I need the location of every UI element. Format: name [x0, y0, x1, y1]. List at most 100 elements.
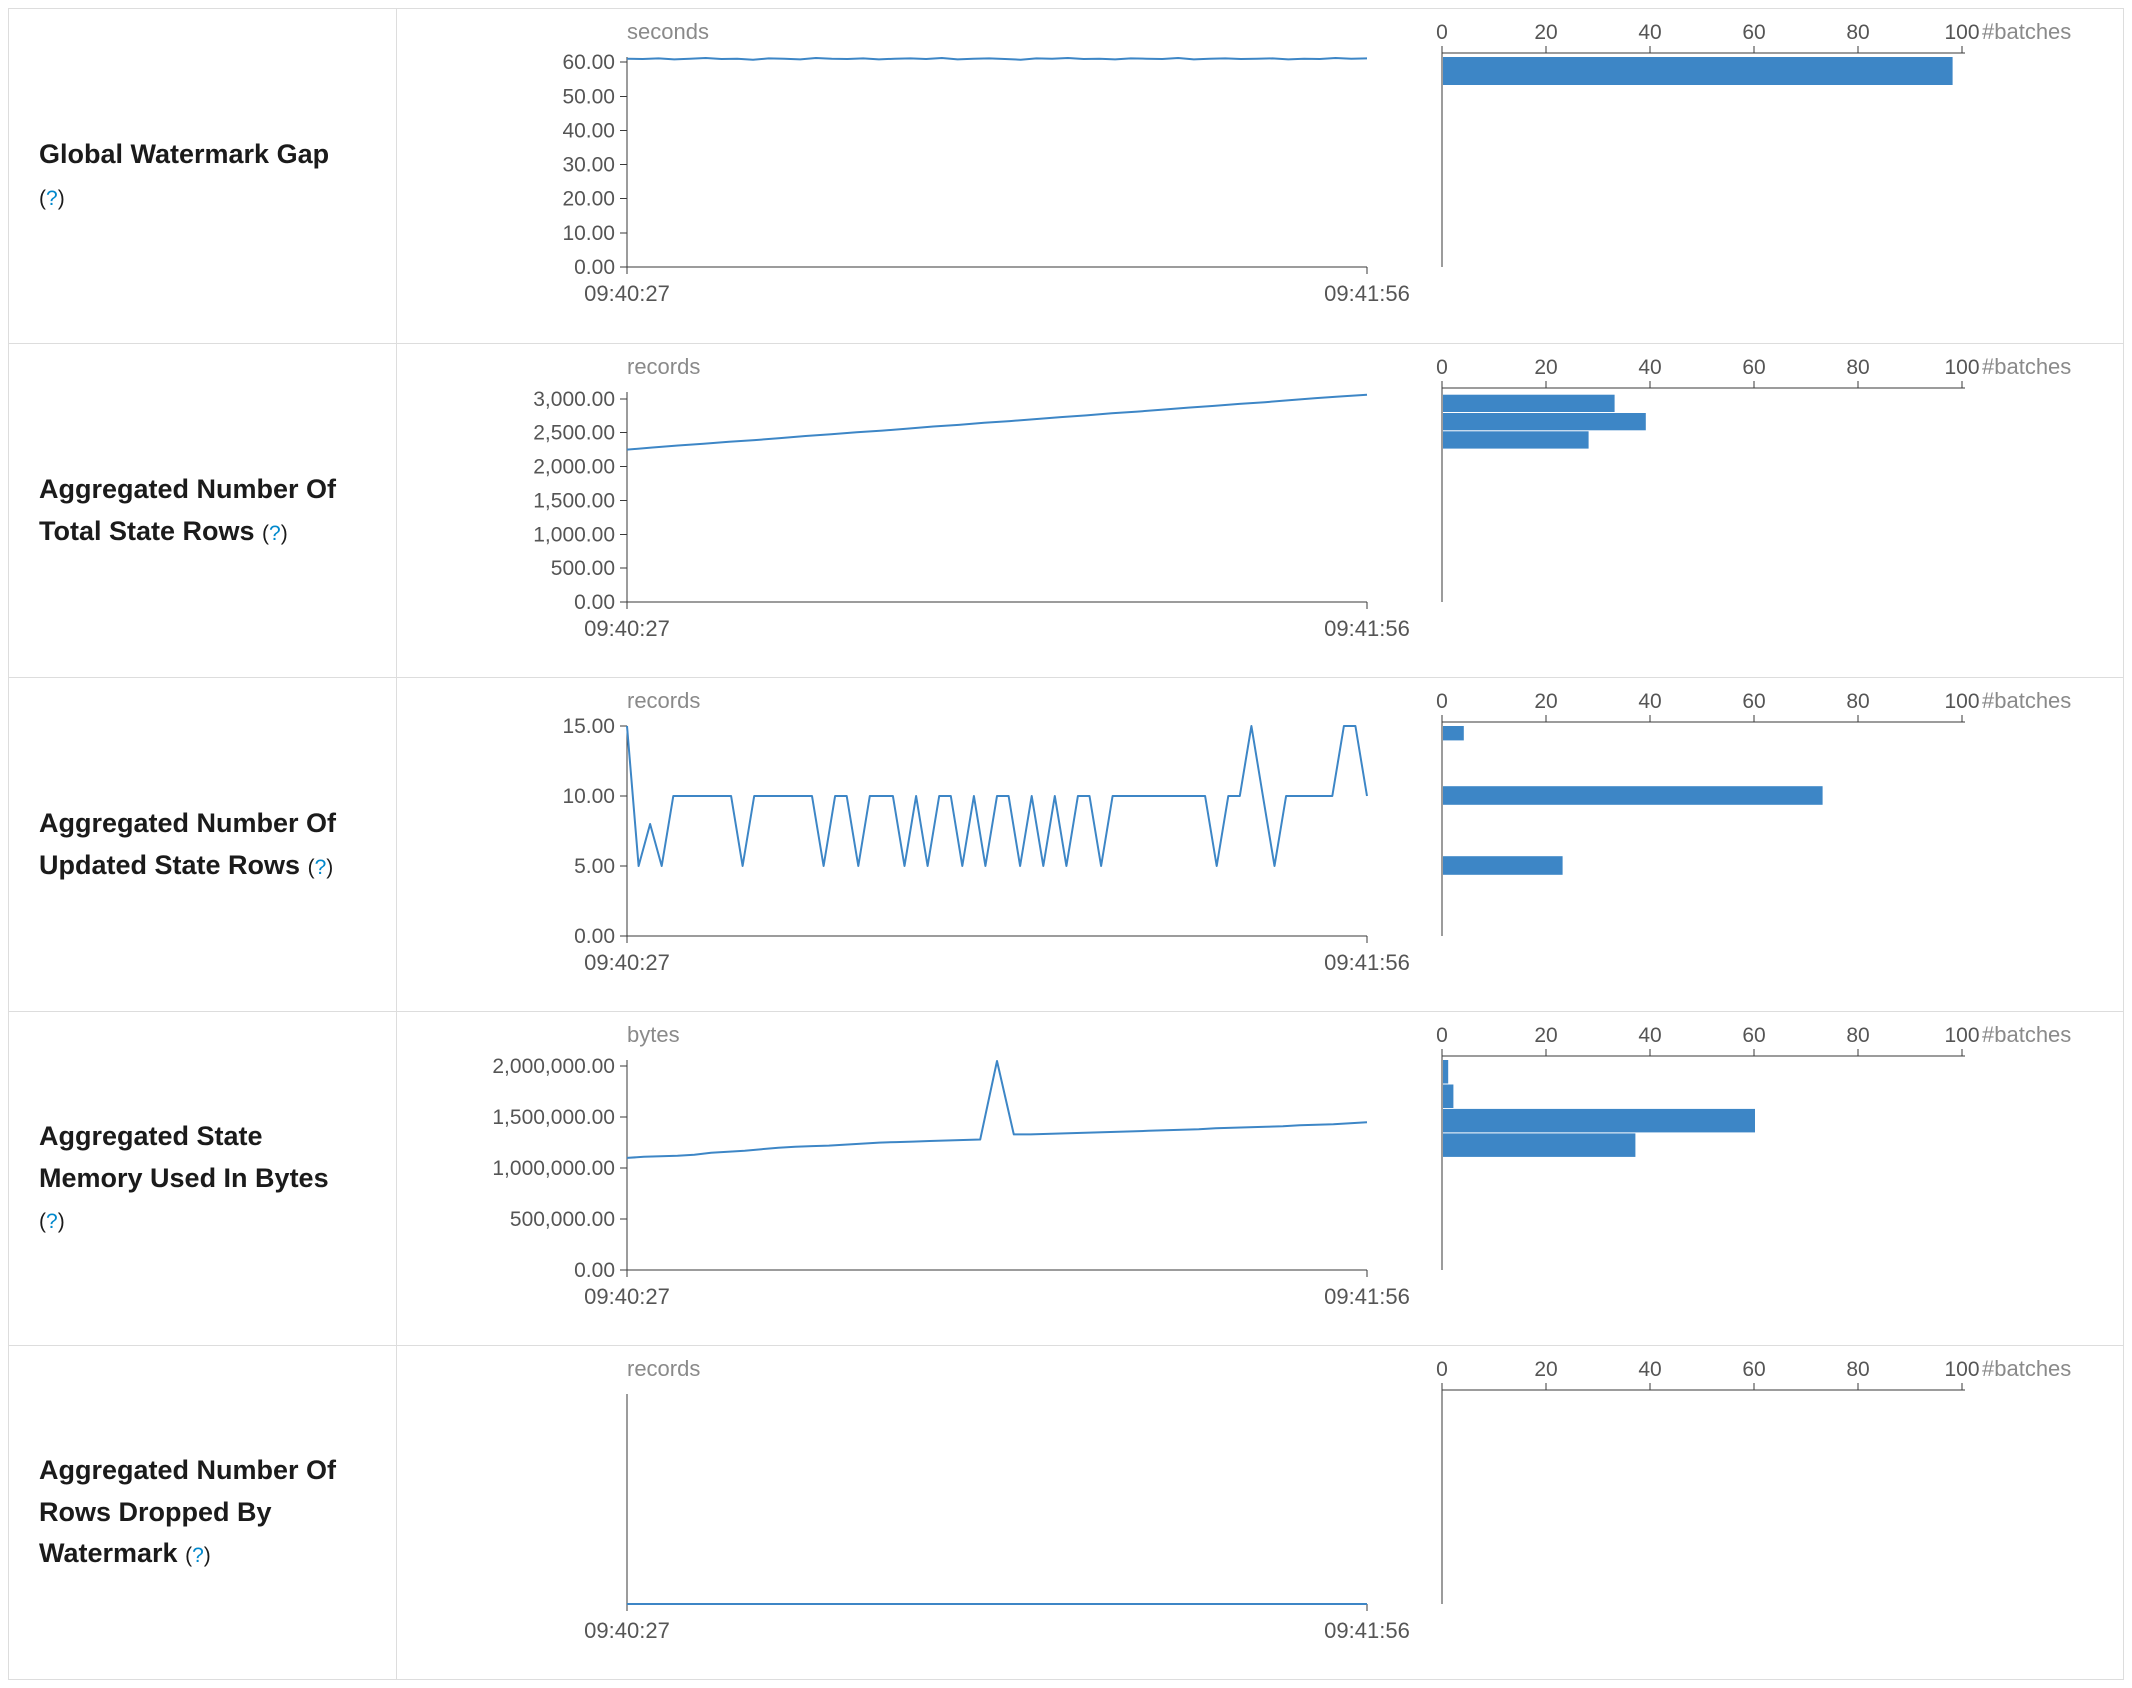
- batches-tick-label: 100: [1944, 1358, 1979, 1381]
- batches-tick-label: 40: [1638, 21, 1661, 44]
- histogram-chart-svg: 0 20 40 60 80 100 #batches: [1436, 1356, 2071, 1604]
- batches-tick-label: 40: [1638, 690, 1661, 713]
- time-end-label: 09:41:56: [1324, 1284, 1409, 1309]
- unit-label: records: [627, 1356, 700, 1381]
- batches-tick-label: 20: [1534, 1024, 1557, 1047]
- metric-row: Aggregated Number Of Updated State Rows …: [9, 677, 2123, 1011]
- metric-label: Aggregated Number Of Rows Dropped By Wat…: [39, 1454, 337, 1569]
- timeline-chart-svg: records 0.00 500.00 1,000.00 1,500.00 2,000.0…: [533, 354, 1409, 641]
- y-tick-label: 3,000.00: [533, 388, 615, 411]
- batches-axis-label: #batches: [1982, 1022, 2071, 1047]
- y-tick-label: 1,000.00: [533, 523, 615, 546]
- metric-label: Aggregated Number Of Total State Rows: [39, 473, 337, 546]
- help-question-icon[interactable]: ?: [269, 521, 281, 545]
- y-tick-label: 1,500,000.00: [492, 1106, 615, 1129]
- help-tooltip-trigger[interactable]: (?): [39, 1210, 65, 1233]
- histogram-chart-cell: 0 20 40 60 80 100 #batches: [1409, 678, 2123, 1011]
- metric-label: Aggregated Number Of Updated State Rows: [39, 807, 337, 880]
- metric-name-cell: Aggregated State Memory Used In Bytes (?…: [9, 1012, 397, 1345]
- histogram-chart-cell: 0 20 40 60 80 100 #batches: [1409, 1012, 2123, 1345]
- y-tick-label: 40.00: [562, 119, 615, 142]
- histogram-bar: [1443, 856, 1563, 875]
- time-start-label: 09:40:27: [584, 1284, 670, 1309]
- help-paren-open: (: [262, 521, 270, 545]
- histogram-chart-cell: 0 20 40 60 80 100 #batches: [1409, 9, 2123, 343]
- histogram-bar: [1443, 1133, 1636, 1157]
- timeline-line: [626, 725, 1368, 867]
- histogram-chart-svg: 0 20 40 60 80 100 #batches: [1436, 688, 2071, 936]
- histogram-bar: [1443, 394, 1615, 412]
- y-tick-label: 2,000,000.00: [492, 1055, 615, 1078]
- timeline-chart-svg: records 0.00 5.00 10.00 15.00 09:40:27 09:41:5…: [562, 688, 1409, 975]
- metric-row: Aggregated Number Of Total State Rows (?…: [9, 343, 2123, 677]
- y-tick-label: 0.00: [574, 925, 615, 948]
- y-tick-label: 0.00: [574, 1259, 615, 1282]
- help-paren-close: ): [57, 187, 65, 210]
- batches-tick-label: 60: [1742, 1358, 1765, 1381]
- histogram-chart-svg: 0 20 40 60 80 100 #batches: [1436, 19, 2071, 267]
- time-end-label: 09:41:56: [1324, 616, 1409, 641]
- metric-label: Aggregated State Memory Used In Bytes: [39, 1120, 329, 1193]
- batches-tick-label: 40: [1638, 356, 1661, 379]
- batches-tick-label: 40: [1638, 1358, 1661, 1381]
- timeline-chart-cell: records 0.00 500.00 1,000.00 1,500.00 2,000.0…: [397, 344, 1409, 677]
- timeline-line: [626, 393, 1368, 451]
- time-start-label: 09:40:27: [584, 281, 670, 306]
- metric-name-cell: Aggregated Number Of Total State Rows (?…: [9, 344, 397, 677]
- batches-tick-label: 0: [1436, 690, 1448, 713]
- batches-tick-label: 60: [1742, 1024, 1765, 1047]
- help-paren-close: ): [203, 1544, 211, 1568]
- batches-axis-label: #batches: [1982, 688, 2071, 713]
- help-tooltip-trigger[interactable]: (?): [308, 856, 334, 879]
- batches-axis-label: #batches: [1982, 354, 2071, 379]
- help-paren-open: (: [307, 855, 315, 879]
- timeline-chart-svg: seconds 0.00 10.00 20.00 30.00 40.00 50.00 60.0…: [562, 19, 1409, 306]
- help-paren-open: (: [185, 1544, 193, 1568]
- batches-tick-label: 0: [1436, 21, 1448, 44]
- y-tick-label: 5.00: [574, 855, 615, 878]
- metric-name: Aggregated Number Of Rows Dropped By Wat…: [39, 1450, 341, 1576]
- histogram-chart-cell: 0 20 40 60 80 100 #batches: [1409, 1346, 2123, 1679]
- batches-tick-label: 20: [1534, 356, 1557, 379]
- y-tick-label: 500,000.00: [510, 1208, 615, 1231]
- help-tooltip-trigger[interactable]: (?): [262, 522, 288, 545]
- batches-tick-label: 100: [1944, 21, 1979, 44]
- y-tick-label: 0.00: [574, 256, 615, 279]
- batches-tick-label: 100: [1944, 1024, 1979, 1047]
- y-tick-label: 20.00: [562, 188, 615, 211]
- metric-row: Aggregated Number Of Rows Dropped By Wat…: [9, 1345, 2123, 1679]
- batches-axis-label: #batches: [1982, 19, 2071, 44]
- batches-tick-label: 60: [1742, 21, 1765, 44]
- batches-tick-label: 100: [1944, 356, 1979, 379]
- batches-tick-label: 80: [1846, 690, 1869, 713]
- batches-tick-label: 20: [1534, 1358, 1557, 1381]
- unit-label: records: [627, 688, 700, 713]
- histogram-chart-svg: 0 20 40 60 80 100 #batches: [1436, 354, 2071, 602]
- time-start-label: 09:40:27: [584, 616, 670, 641]
- help-question-icon[interactable]: ?: [46, 1210, 58, 1234]
- batches-tick-label: 80: [1846, 21, 1869, 44]
- y-tick-label: 1,500.00: [533, 489, 615, 512]
- streaming-statistics-table: Global Watermark Gap (?) seconds 0.00 10.0…: [8, 8, 2124, 1680]
- histogram-chart-cell: 0 20 40 60 80 100 #batches: [1409, 344, 2123, 677]
- y-tick-label: 10.00: [562, 785, 615, 808]
- unit-label: bytes: [627, 1022, 680, 1047]
- help-tooltip-trigger[interactable]: (?): [185, 1544, 211, 1567]
- histogram-chart-svg: 0 20 40 60 80 100 #batches: [1436, 1022, 2071, 1270]
- y-tick-label: 1,000,000.00: [492, 1157, 615, 1180]
- help-paren-open: (: [39, 187, 46, 210]
- help-tooltip-trigger[interactable]: (?): [39, 187, 65, 210]
- timeline-chart-cell: records 09:40:27 09:41:56: [397, 1346, 1409, 1679]
- help-question-icon[interactable]: ?: [46, 187, 58, 210]
- y-tick-label: 2,500.00: [533, 422, 615, 445]
- unit-label: records: [627, 354, 700, 379]
- help-question-icon[interactable]: ?: [314, 855, 327, 879]
- batches-tick-label: 80: [1846, 356, 1869, 379]
- timeline-chart-cell: records 0.00 5.00 10.00 15.00 09:40:27 09:41:5…: [397, 678, 1409, 1011]
- batches-axis-label: #batches: [1982, 1356, 2071, 1381]
- time-start-label: 09:40:27: [584, 1618, 670, 1643]
- timeline-chart-svg: records 09:40:27 09:41:56: [584, 1356, 1409, 1643]
- y-tick-label: 0.00: [574, 591, 615, 614]
- histogram-bar: [1443, 431, 1589, 449]
- help-question-icon[interactable]: ?: [192, 1544, 204, 1568]
